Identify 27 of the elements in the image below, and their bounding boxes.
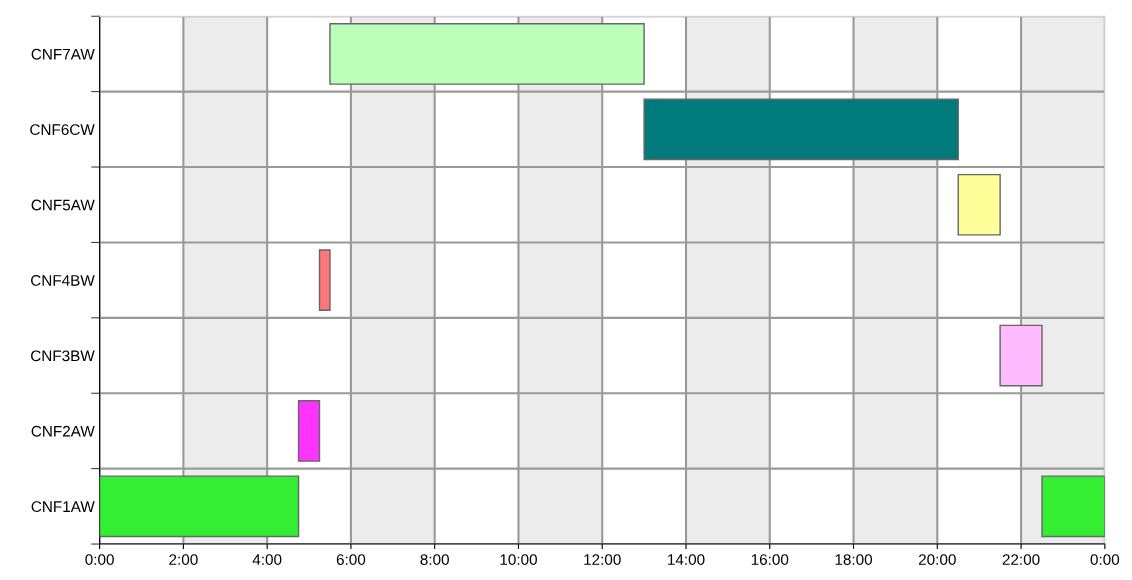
x-tick-label: 6:00 <box>336 554 366 565</box>
bar <box>999 324 1043 387</box>
y-tick-label: CNF6CW <box>30 124 95 136</box>
x-tick-label: 18:00 <box>835 554 873 565</box>
y-tick-label: CNF3BW <box>31 350 95 362</box>
y-tick-label: CNF1AW <box>31 501 95 513</box>
x-tick-label: 8:00 <box>420 554 449 565</box>
x-tick-label: 14:00 <box>668 554 705 565</box>
x-tick-label: 12:00 <box>584 554 621 565</box>
x-tick-label: 4:00 <box>252 554 282 565</box>
x-tick-label: 0:00 <box>1090 554 1120 565</box>
bar <box>297 400 321 462</box>
x-tick-label: 16:00 <box>751 554 789 565</box>
x-tick-label: 0:00 <box>85 554 114 565</box>
y-tick-label: CNF2AW <box>31 425 95 437</box>
bar <box>318 249 331 311</box>
bar <box>643 98 959 161</box>
bar <box>957 173 1001 236</box>
x-tick-label: 22:00 <box>1002 554 1040 565</box>
bar <box>1041 475 1105 538</box>
y-tick-label: CNF7AW <box>31 48 95 60</box>
x-tick-label: 2:00 <box>169 554 198 565</box>
y-tick-label: CNF4BW <box>31 275 95 286</box>
x-tick-label: 20:00 <box>918 554 956 565</box>
bar <box>329 23 645 85</box>
y-tick-label: CNF5AW <box>31 199 95 211</box>
x-tick-label: 10:00 <box>500 554 537 565</box>
